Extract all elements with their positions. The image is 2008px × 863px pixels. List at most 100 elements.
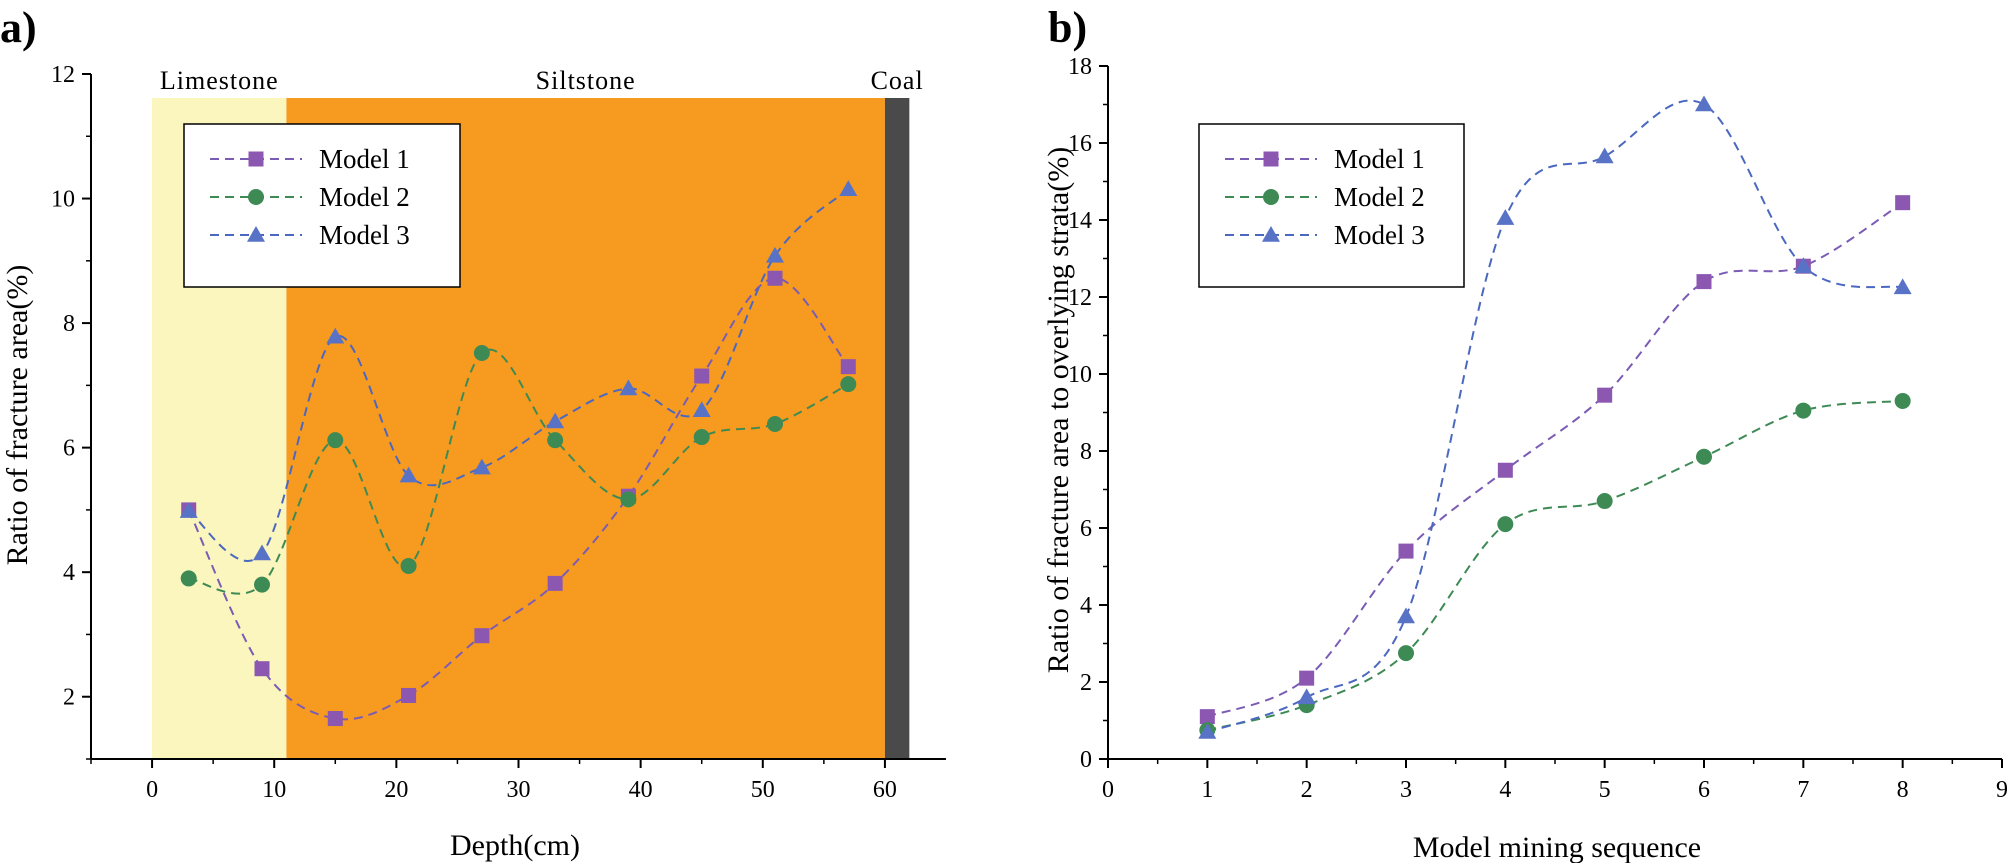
zone-label-siltstone: Siltstone: [536, 66, 636, 95]
legend-label-model-2: Model 2: [1334, 182, 1425, 212]
panel-a-x-axis-title: Depth(cm): [450, 829, 580, 862]
model-1-point: [840, 359, 856, 375]
y-tick-label: 8: [1080, 439, 1092, 465]
panel-a-label: a): [0, 3, 37, 52]
model-2-point: [693, 429, 710, 446]
x-tick-label: 3: [1400, 777, 1412, 803]
x-tick-label: 0: [146, 777, 158, 803]
legend-marker-model-3: [247, 226, 265, 242]
model-1-point: [1895, 195, 1911, 211]
panel-b-y-axis-title: Ratio of fracture area to overlying stra…: [1042, 147, 1075, 673]
x-tick-label: 10: [262, 777, 286, 803]
model-1-point: [1696, 274, 1712, 290]
model-3-point: [546, 412, 565, 429]
x-tick-label: 20: [384, 777, 408, 803]
model-3-point: [1297, 688, 1316, 705]
x-tick-label: 40: [629, 777, 653, 803]
model-3-point: [1794, 257, 1813, 273]
y-tick-label: 12: [51, 62, 75, 88]
model-2-point: [547, 432, 564, 449]
legend-label-model-3: Model 3: [319, 220, 410, 250]
model-1-point: [327, 711, 343, 727]
x-tick-label: 60: [873, 777, 897, 803]
model-3-point: [179, 502, 198, 518]
y-tick-label: 8: [63, 311, 75, 337]
model-3-point: [1893, 278, 1912, 295]
x-tick-label: 6: [1698, 777, 1710, 803]
model-3-point: [1695, 95, 1713, 112]
panel-a-markers: [179, 180, 858, 727]
model-1-point: [1497, 462, 1513, 478]
model-2-point: [1894, 392, 1911, 409]
model-2-point: [1398, 645, 1414, 662]
panel-a-axes: 0 10 20 30 40 50 60 2 4 6 8 10 12: [51, 62, 946, 803]
model-1-line: [1206, 201, 1904, 718]
model-2-point: [180, 570, 197, 587]
model-2-point: [327, 432, 344, 449]
model-3-point: [472, 458, 491, 475]
model-3-point: [839, 180, 858, 196]
x-tick-label: 8: [1897, 777, 1909, 803]
y-tick-label: 18: [1068, 54, 1092, 80]
model-2-point: [620, 491, 637, 508]
legend-box: [183, 123, 461, 288]
model-1-point: [547, 575, 563, 591]
y-tick-label: 2: [63, 685, 75, 711]
legend-label-model-1: Model 1: [1334, 144, 1425, 174]
x-tick-label: 2: [1301, 777, 1313, 803]
y-tick-label: 4: [63, 560, 75, 586]
zone-label-coal: Coal: [871, 66, 924, 95]
model-3-point: [399, 466, 418, 483]
model-1-point: [1299, 670, 1315, 686]
model-1-point: [694, 368, 710, 384]
model-3-point: [253, 544, 271, 561]
model-2-point: [840, 376, 857, 393]
model-1-point: [254, 661, 270, 677]
model-2-point: [767, 415, 783, 432]
legend-marker-model-2: [1263, 189, 1279, 205]
model-3-point: [766, 246, 784, 263]
model-3-point: [326, 327, 345, 344]
model-2-point: [400, 557, 417, 574]
y-tick-label: 12: [1068, 285, 1092, 311]
x-tick-label: 1: [1201, 777, 1213, 803]
y-tick-label: 10: [51, 187, 75, 213]
legend-marker-model-3: [1262, 226, 1280, 242]
zone-coal: [884, 98, 910, 759]
x-tick-label: 0: [1102, 777, 1114, 803]
y-tick-label: 6: [1080, 516, 1092, 542]
model-3-line: [1207, 99, 1903, 733]
panel-b-series-lines: [1206, 99, 1904, 733]
legend-label-model-1: Model 1: [319, 144, 410, 174]
y-tick-label: 0: [1080, 747, 1092, 773]
panel-a-legend: Model 1 Model 2 Model 3: [183, 123, 461, 288]
x-tick-label: 30: [507, 777, 531, 803]
legend-label-model-2: Model 2: [319, 182, 410, 212]
model-1-point: [1398, 543, 1414, 559]
model-2-point: [1696, 448, 1712, 465]
panel-a-zone-labels: Limestone Siltstone Coal: [160, 66, 924, 95]
x-tick-label: 50: [751, 777, 775, 803]
x-tick-label: 7: [1797, 777, 1809, 803]
x-tick-label: 9: [1996, 777, 2008, 803]
model-2-point: [1596, 493, 1613, 510]
y-tick-label: 4: [1080, 593, 1092, 619]
model-2-point: [254, 576, 270, 593]
panel-a-chart: a) Limestone Siltstone Coal 0 10 20 30 40 50 60 2…: [0, 3, 946, 862]
y-tick-label: 2: [1080, 670, 1092, 696]
model-3-point: [1198, 723, 1217, 739]
model-2-point: [1795, 402, 1812, 419]
model-3-point: [619, 379, 638, 396]
model-1-line: [187, 277, 850, 721]
x-tick-label: 4: [1499, 777, 1511, 803]
model-1-point: [474, 628, 490, 644]
x-tick-label: 5: [1599, 777, 1611, 803]
panel-b-legend: Model 1 Model 2 Model 3: [1198, 123, 1465, 288]
model-1-point: [767, 270, 783, 286]
model-1-point: [1597, 387, 1613, 403]
legend-marker-model-2: [248, 189, 264, 205]
legend-marker-model-1: [1263, 151, 1279, 167]
model-3-point: [1397, 607, 1415, 624]
